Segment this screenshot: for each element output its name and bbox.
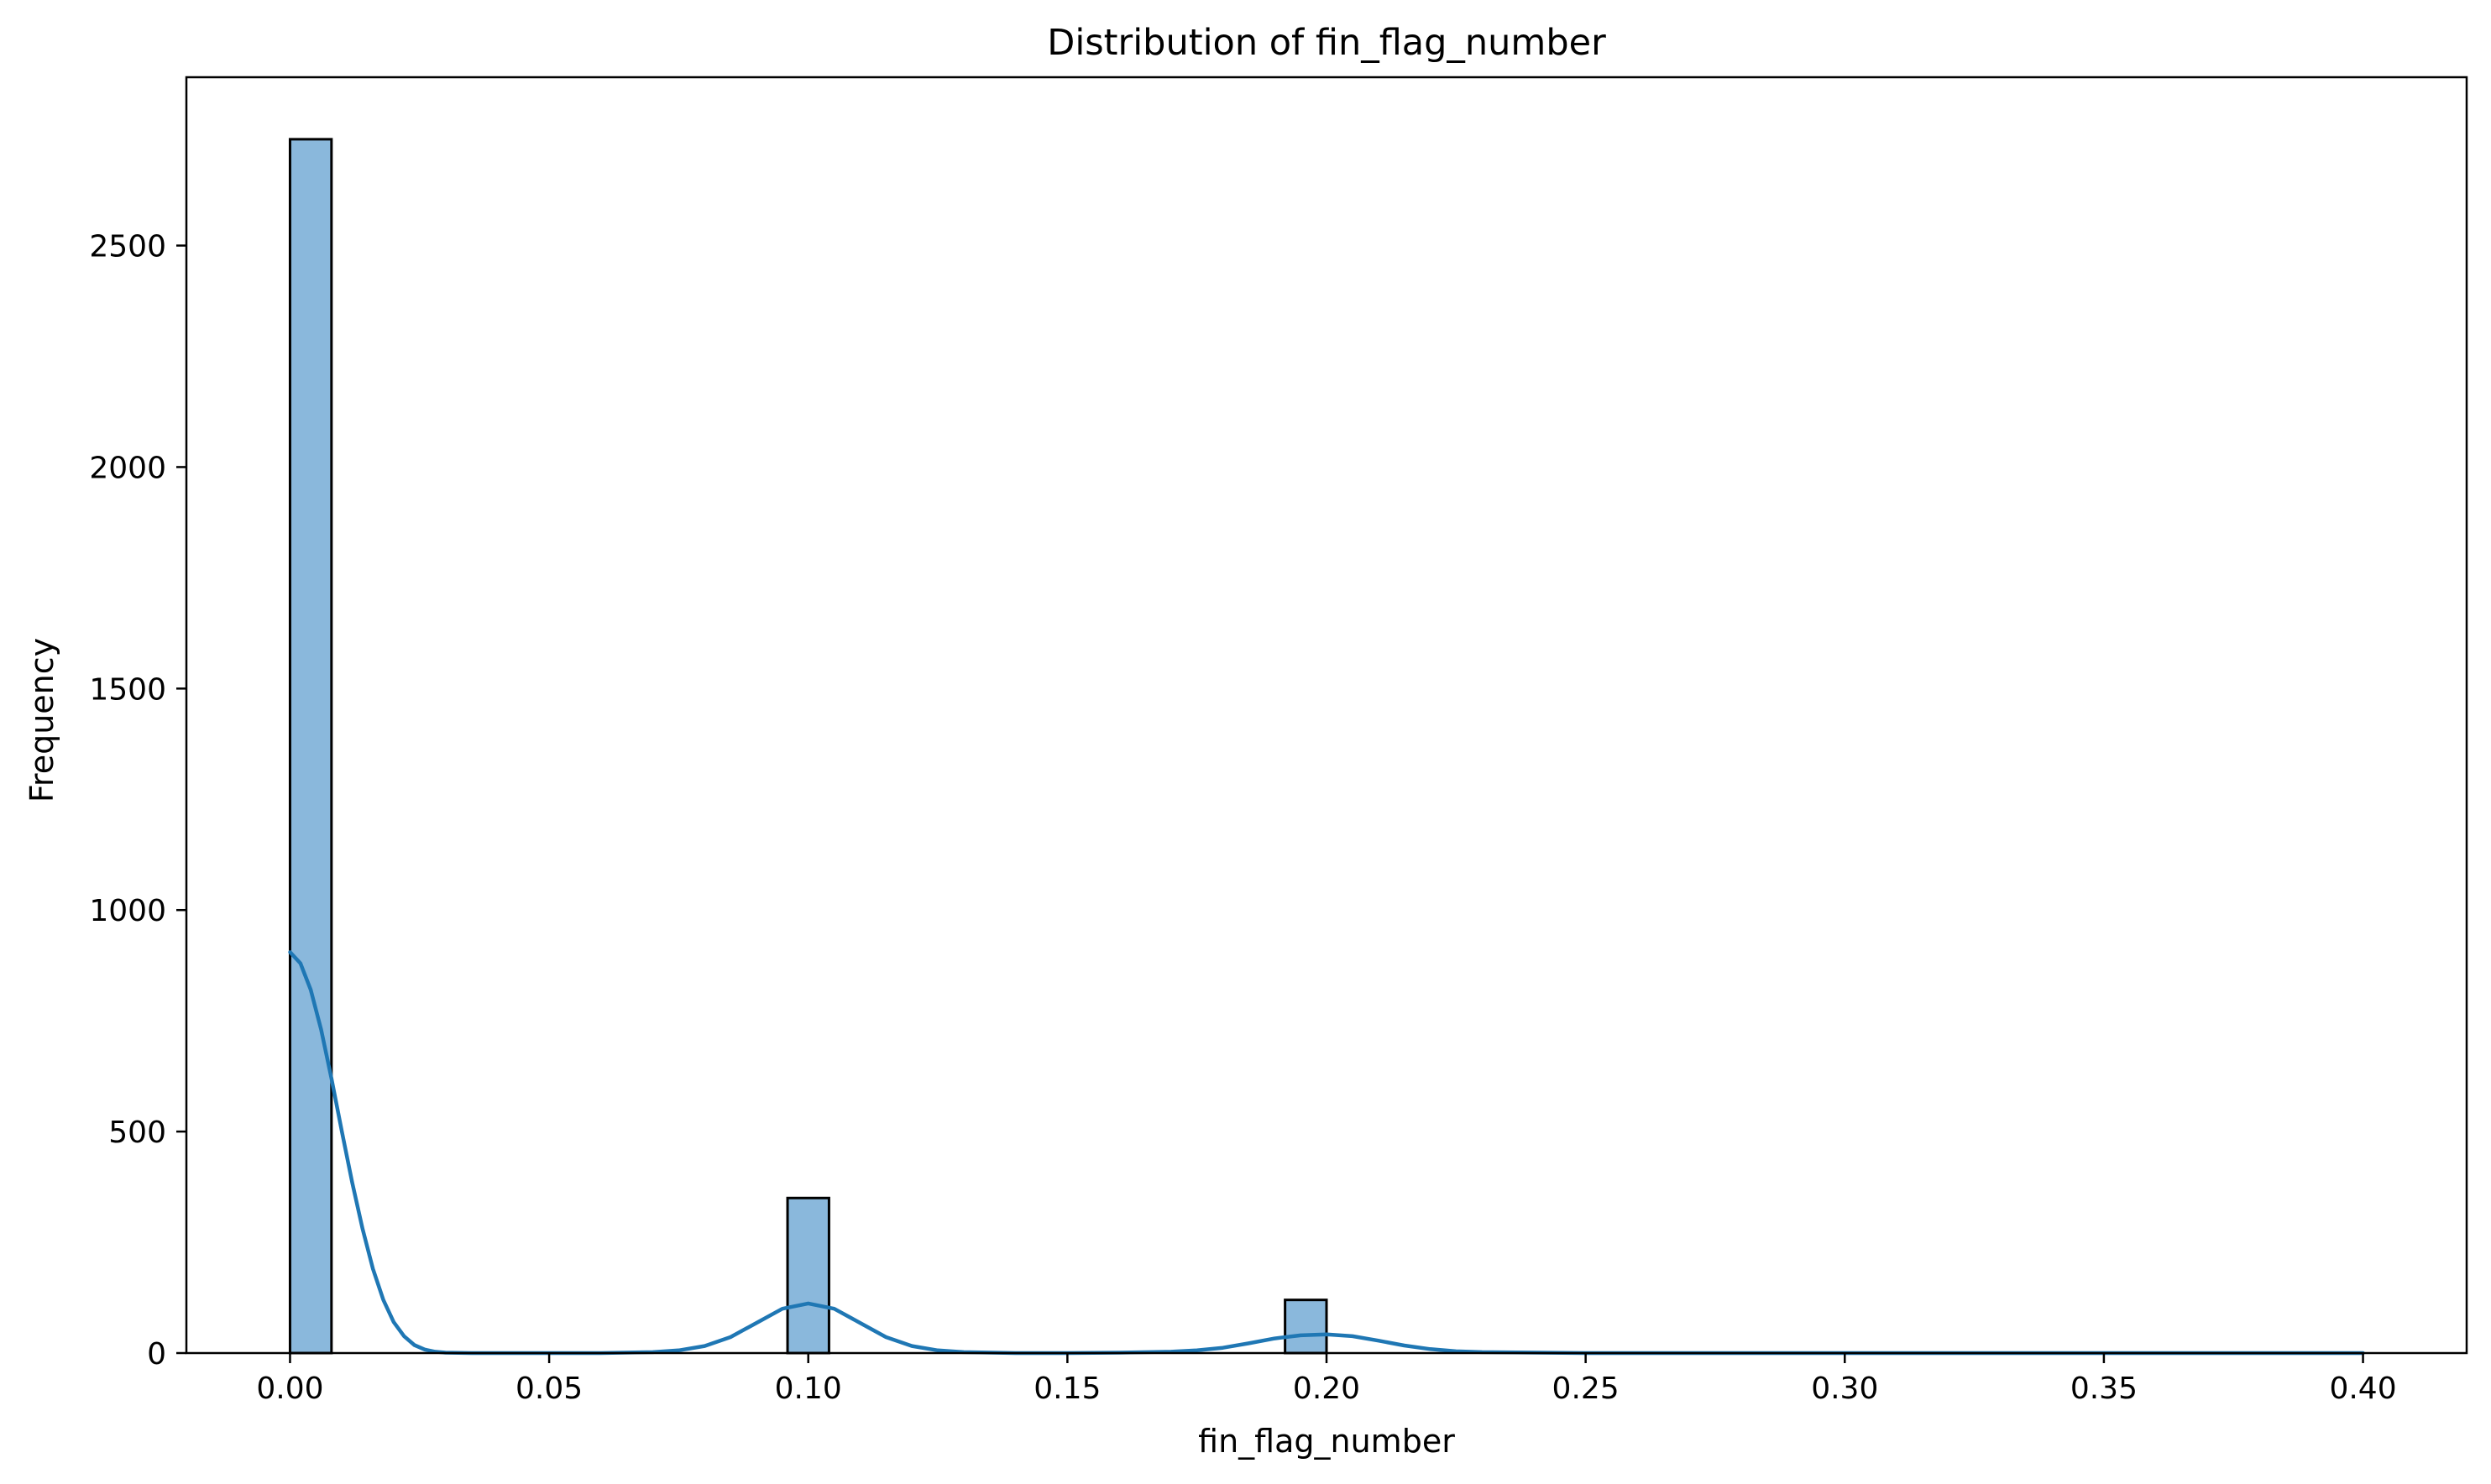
x-tick-label: 0.10	[775, 1372, 842, 1406]
histogram-bar	[786, 1196, 830, 1355]
axes: 0.00 0.05 0.10 0.15 0.20 0.25 0.30 0.35 0.40 0 500…	[89, 76, 2468, 1406]
y-tick-label: 1000	[89, 894, 166, 928]
x-tick-label: 0.05	[515, 1372, 583, 1406]
histogram-bar	[288, 138, 333, 1355]
x-tick-label: 0.35	[2070, 1372, 2138, 1406]
y-tick-label: 500	[108, 1116, 166, 1150]
y-tick-label: 2000	[89, 451, 166, 485]
plot-area	[288, 138, 2365, 1356]
histogram-bar	[1284, 1298, 1328, 1355]
y-tick-label: 2500	[89, 230, 166, 264]
y-tick-label: 0	[147, 1337, 166, 1372]
chart-title: Distribution of fin_flag_number	[1047, 22, 1606, 64]
x-tick-label: 0.00	[256, 1372, 323, 1406]
x-tick-label: 0.20	[1293, 1372, 1360, 1406]
kde-line	[288, 950, 2365, 1356]
x-axis-label: fin_flag_number	[1198, 1423, 1455, 1460]
x-tick-label: 0.15	[1034, 1372, 1101, 1406]
x-tick-label: 0.25	[1552, 1372, 1620, 1406]
x-tick-label: 0.40	[2329, 1372, 2396, 1406]
x-tick-label: 0.30	[1811, 1372, 1878, 1406]
y-tick-label: 1500	[89, 672, 166, 707]
y-axis-label: Frequency	[24, 638, 60, 802]
